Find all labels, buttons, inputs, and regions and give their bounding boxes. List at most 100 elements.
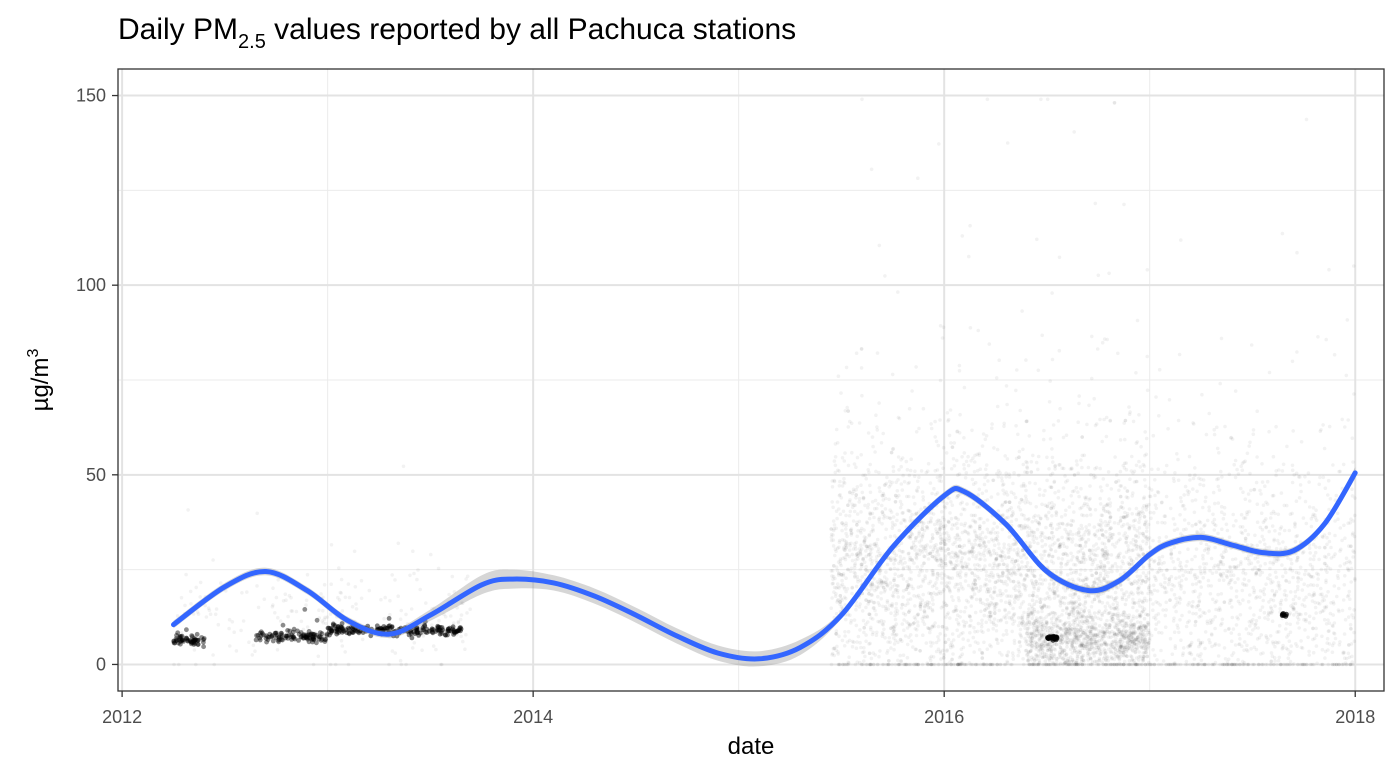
data-point xyxy=(311,636,317,642)
data-point xyxy=(1082,609,1087,613)
data-point xyxy=(995,662,1000,667)
data-point xyxy=(1004,500,1008,504)
data-point xyxy=(939,559,944,563)
data-point xyxy=(916,593,921,598)
data-point xyxy=(866,431,871,435)
data-point xyxy=(1084,540,1088,545)
data-point xyxy=(852,563,857,568)
data-point xyxy=(1128,410,1132,414)
data-point xyxy=(1037,597,1042,601)
data-point xyxy=(879,597,883,601)
data-point xyxy=(1122,659,1127,664)
data-point xyxy=(955,458,959,463)
data-point xyxy=(911,586,915,591)
data-point xyxy=(1026,518,1030,522)
data-point xyxy=(192,648,197,652)
data-point xyxy=(1032,586,1037,591)
data-point xyxy=(969,549,974,554)
data-point xyxy=(1048,437,1053,441)
data-point xyxy=(985,527,990,532)
data-point xyxy=(1283,570,1288,575)
data-point xyxy=(1048,379,1052,383)
data-point xyxy=(876,619,880,624)
data-point xyxy=(1025,470,1029,475)
data-point xyxy=(1020,548,1025,553)
data-point xyxy=(1255,520,1260,524)
data-point xyxy=(1019,555,1023,559)
data-point xyxy=(1104,529,1108,534)
data-point xyxy=(990,422,994,426)
data-point xyxy=(838,493,842,497)
data-point xyxy=(921,578,925,582)
data-point xyxy=(1048,544,1052,548)
data-point xyxy=(1023,517,1027,521)
data-point xyxy=(1066,627,1070,632)
data-point xyxy=(1114,640,1118,644)
data-point xyxy=(837,507,841,511)
data-point xyxy=(1020,616,1025,620)
data-point xyxy=(920,490,925,494)
data-point xyxy=(980,650,984,655)
data-point xyxy=(1151,602,1155,606)
data-point xyxy=(390,573,395,577)
data-point xyxy=(900,456,905,460)
data-point xyxy=(1038,647,1042,651)
data-point xyxy=(177,634,183,639)
data-point xyxy=(178,634,184,639)
data-point xyxy=(949,662,953,667)
data-point xyxy=(873,608,877,613)
data-point xyxy=(1193,498,1198,502)
data-point xyxy=(864,598,868,602)
data-point xyxy=(1101,506,1106,511)
data-point xyxy=(854,623,859,628)
data-point xyxy=(1023,470,1027,474)
data-point xyxy=(1114,541,1119,545)
data-point xyxy=(322,617,327,622)
data-point xyxy=(1064,611,1069,615)
data-point xyxy=(241,619,246,623)
data-point xyxy=(914,488,919,493)
data-point xyxy=(1147,632,1151,637)
data-point xyxy=(303,632,309,638)
data-point xyxy=(991,590,996,595)
data-point xyxy=(832,646,837,650)
data-point xyxy=(1234,594,1239,599)
data-point xyxy=(1004,500,1008,504)
data-point xyxy=(1122,515,1126,519)
data-point xyxy=(190,636,194,641)
data-point xyxy=(1077,603,1081,608)
data-point xyxy=(319,631,325,637)
data-point xyxy=(1339,547,1343,552)
data-point xyxy=(1144,508,1149,512)
data-point xyxy=(1093,577,1098,581)
data-point xyxy=(959,647,964,652)
data-point xyxy=(1092,525,1097,529)
data-point xyxy=(847,542,852,546)
data-point xyxy=(907,551,911,556)
data-point xyxy=(859,645,863,650)
data-point xyxy=(915,551,919,555)
data-point xyxy=(891,594,896,599)
data-point xyxy=(973,578,977,583)
data-point xyxy=(897,561,901,566)
data-point xyxy=(1080,619,1084,624)
data-point xyxy=(183,603,187,608)
data-point xyxy=(846,425,851,429)
data-point xyxy=(1171,517,1176,521)
data-point xyxy=(949,560,953,565)
data-point xyxy=(941,589,945,594)
data-point xyxy=(1007,569,1011,573)
data-point xyxy=(1005,582,1009,587)
data-point xyxy=(872,584,876,588)
data-point xyxy=(1173,646,1178,650)
data-point xyxy=(1318,610,1323,615)
data-point xyxy=(1251,428,1256,432)
data-point xyxy=(1097,643,1101,647)
data-point xyxy=(1161,608,1165,612)
data-point xyxy=(838,593,843,598)
data-point xyxy=(833,442,838,446)
data-point xyxy=(1125,534,1130,539)
data-point xyxy=(1224,574,1229,578)
data-point xyxy=(952,441,957,445)
data-point xyxy=(317,630,323,635)
